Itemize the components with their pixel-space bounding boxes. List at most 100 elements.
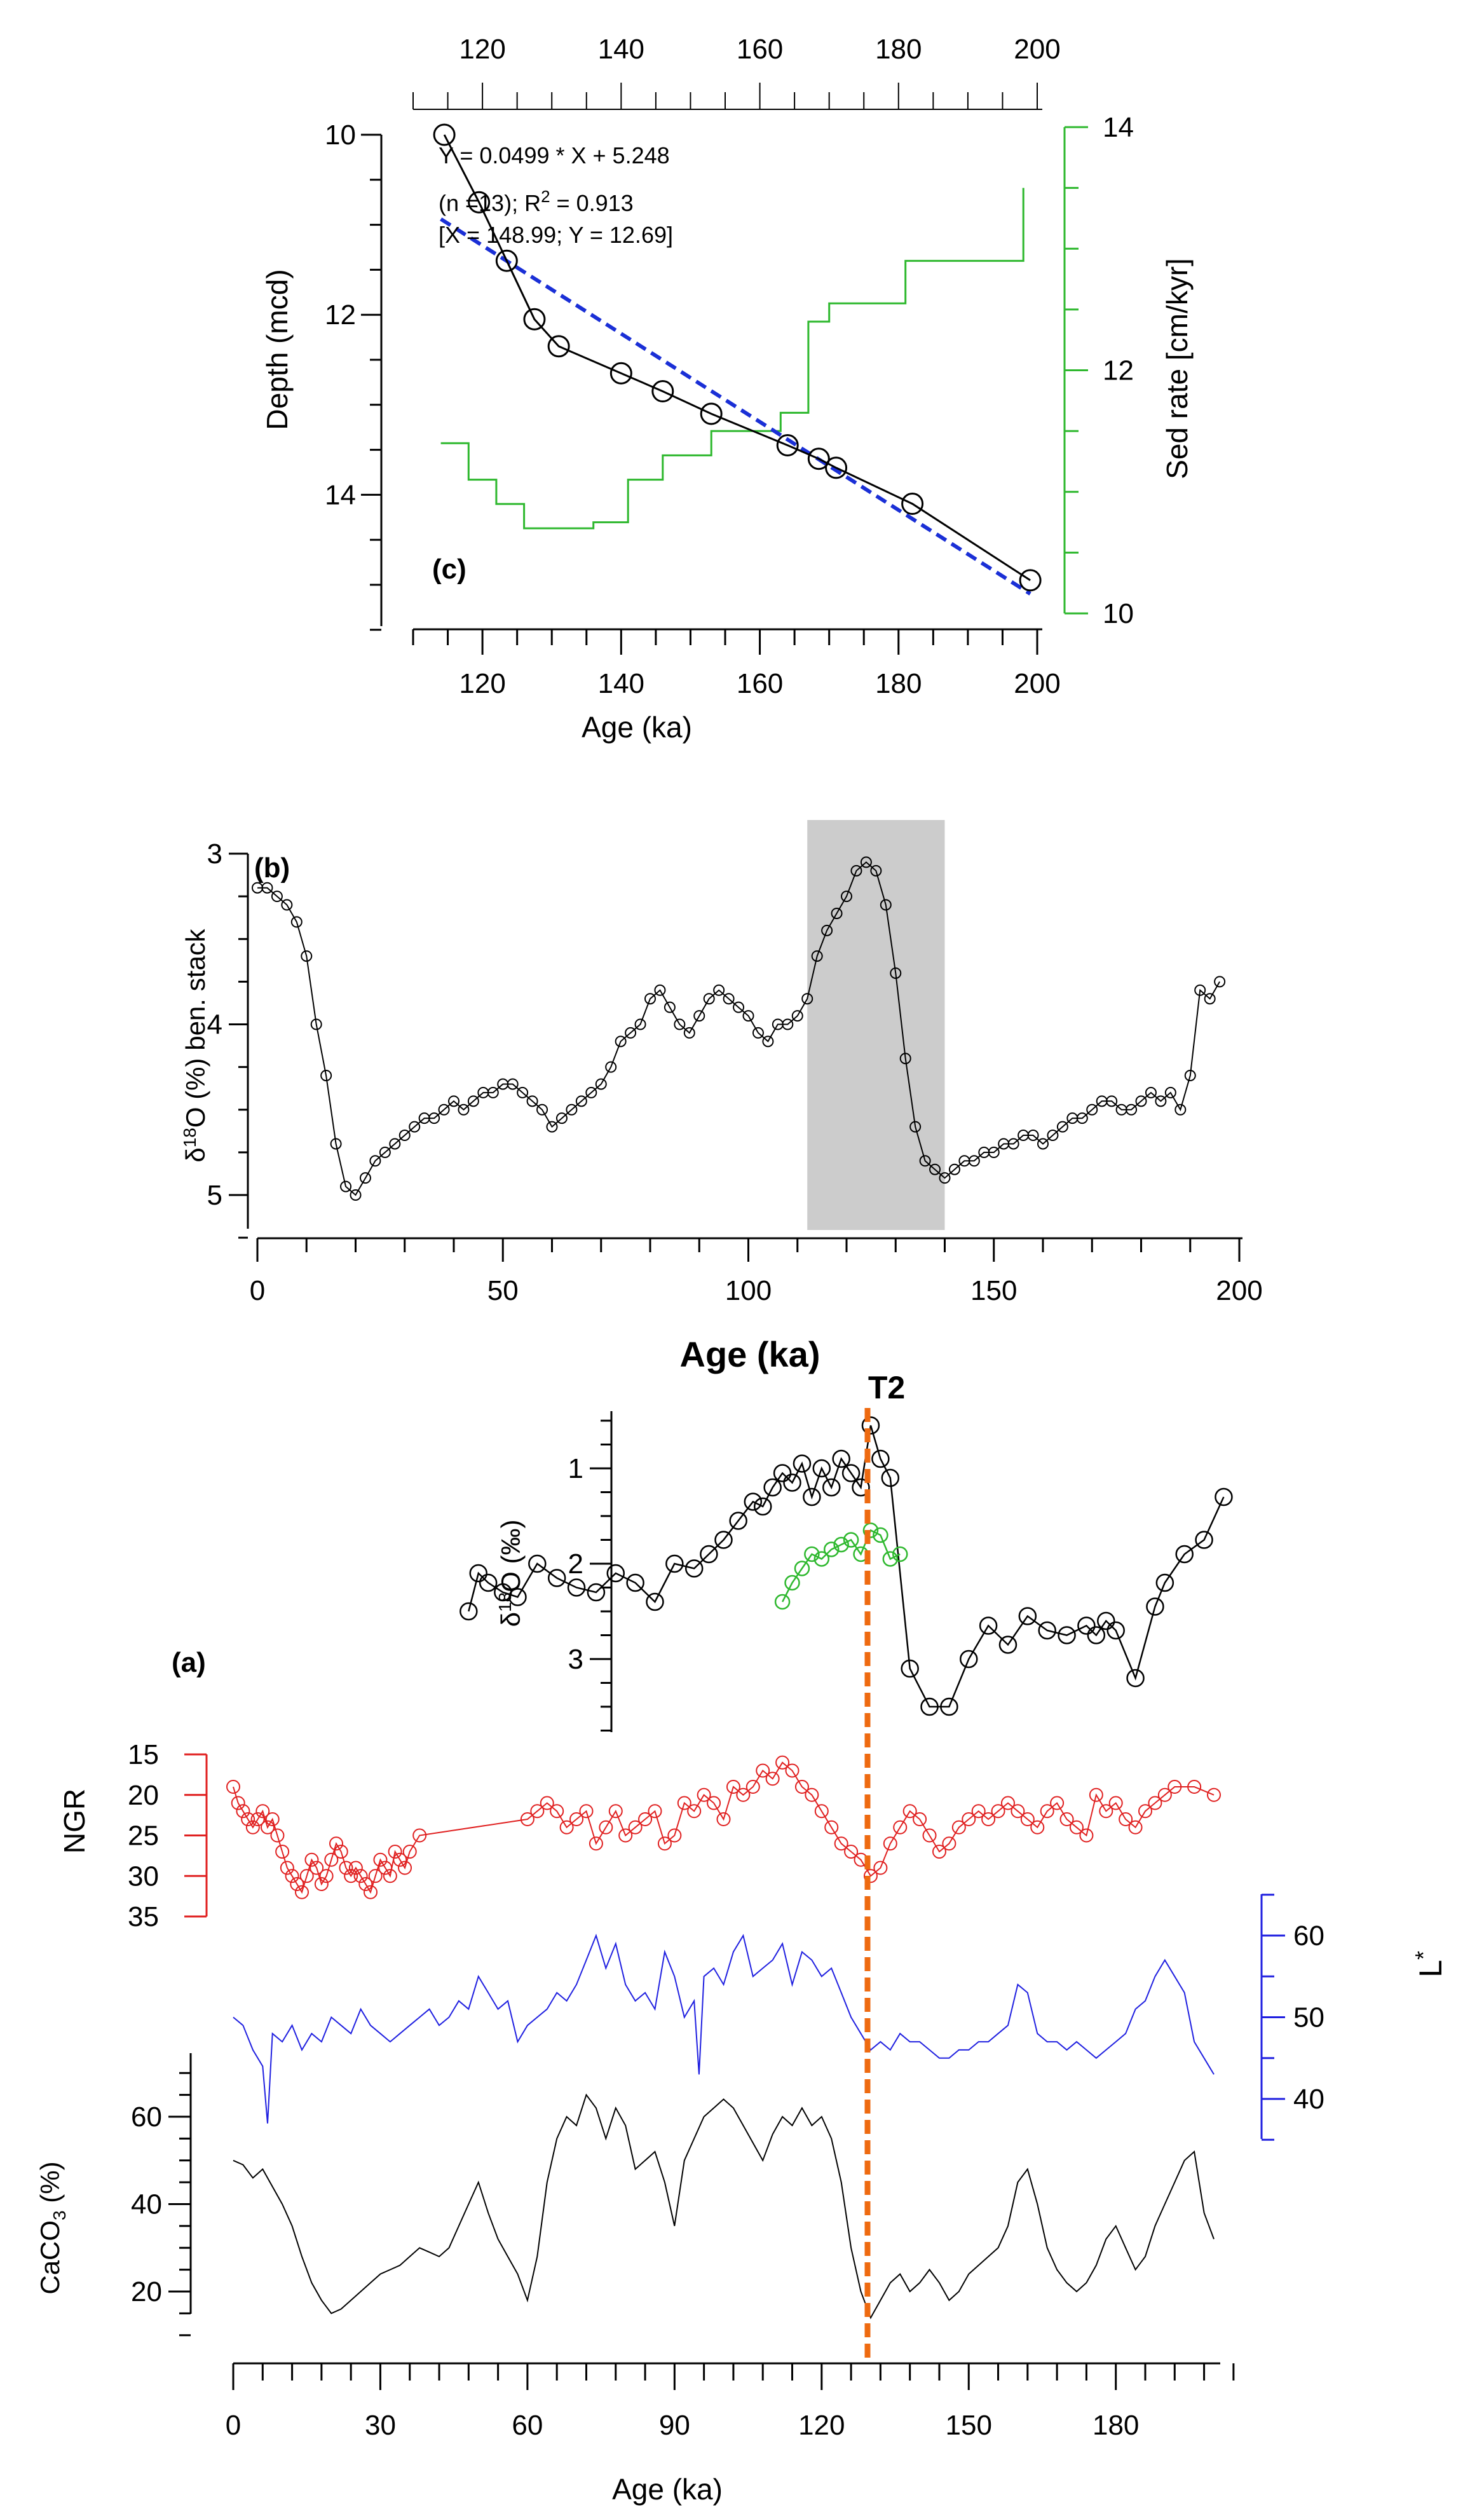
ngr-marker <box>745 1780 760 1794</box>
ngr-marker <box>991 1804 1005 1819</box>
ngr-line <box>233 1761 1215 1894</box>
ngr-marker <box>1020 1812 1035 1826</box>
ngr-marker <box>618 1828 633 1843</box>
panel-c: 10 12 14 120 140 160 180 200 120 140 160 180 200 10 12… <box>261 34 1194 744</box>
c-annotation-n: (n =13); R <box>439 190 541 216</box>
ngr-marker <box>270 1828 285 1843</box>
benthic-stack-marker <box>850 864 862 877</box>
c-top-tick-label: 180 <box>875 34 922 65</box>
a-ngr-tick-label: 25 <box>128 1821 159 1852</box>
benthic-stack-marker <box>536 1103 548 1116</box>
ngr-marker <box>834 1836 848 1851</box>
benthic-stack-marker <box>929 1163 941 1175</box>
d18o-green-marker <box>813 1551 830 1567</box>
c-x-axis-title: Age (ka) <box>582 711 692 744</box>
ngr-marker <box>290 1877 304 1891</box>
ngr-marker <box>261 1820 275 1834</box>
c-y2-axis-title: Sed rate [cm/kyr] <box>1161 258 1194 479</box>
benthic-stack-marker <box>880 899 892 911</box>
ngr-marker <box>383 1869 397 1883</box>
ngr-marker <box>726 1780 740 1794</box>
c-x-tick-label: 160 <box>737 668 783 699</box>
d18o-black-marker <box>881 1468 900 1487</box>
c-top-tick-label: 200 <box>1014 34 1060 65</box>
d18o-black-marker <box>1058 1626 1076 1644</box>
ngr-marker <box>716 1812 731 1826</box>
d18o-black-marker <box>861 1416 880 1435</box>
ngr-marker <box>250 1812 265 1826</box>
d18o-green-marker <box>823 1541 840 1557</box>
ngr-marker <box>358 1877 373 1891</box>
benthic-stack-marker <box>821 924 833 936</box>
c-x-tick-label: 140 <box>598 668 644 699</box>
d18o-black-marker <box>469 1564 487 1583</box>
ngr-marker <box>299 1869 314 1883</box>
ngr-marker <box>1187 1780 1202 1794</box>
c-y-tick-label: 14 <box>325 479 356 510</box>
benthic-stack-marker <box>409 1121 421 1133</box>
ngr-marker <box>873 1861 888 1875</box>
benthic-stack-marker <box>261 882 273 894</box>
d18o-black-marker <box>626 1573 644 1592</box>
tie-point-marker <box>495 249 518 272</box>
a-lstar-tick-label: 40 <box>1293 2084 1324 2115</box>
ngr-marker <box>1069 1820 1084 1834</box>
a-x-tick-label: 30 <box>365 2410 396 2441</box>
benthic-stack-marker <box>605 1061 617 1073</box>
d18o-black-marker <box>832 1449 850 1468</box>
c-y-tick-label: 12 <box>325 299 356 331</box>
d18o-black-marker <box>744 1493 763 1511</box>
tie-point-marker <box>523 308 546 331</box>
a-caco3-suffix: (%) <box>35 2161 65 2210</box>
c-top-tick-label: 160 <box>737 34 783 65</box>
d18o-black-marker <box>1175 1545 1194 1564</box>
benthic-stack-marker <box>1214 976 1226 988</box>
benthic-stack-marker <box>615 1035 627 1048</box>
benthic-stack-marker <box>467 1095 479 1107</box>
ngr-marker <box>1207 1787 1221 1802</box>
ngr-marker <box>638 1812 653 1826</box>
benthic-stack-marker <box>1106 1095 1118 1107</box>
ngr-marker <box>1138 1804 1152 1819</box>
ngr-marker <box>348 1861 363 1875</box>
ngr-marker <box>241 1812 255 1826</box>
ngr-marker <box>814 1804 829 1819</box>
ngr-marker <box>285 1869 299 1883</box>
a-ngr-tick-label: 35 <box>128 1901 159 1932</box>
benthic-stack-marker <box>782 1018 794 1030</box>
ngr-marker <box>765 1772 780 1786</box>
b-y-tick-label: 5 <box>207 1180 222 1211</box>
d18o-black-marker <box>763 1478 782 1497</box>
ngr-marker <box>373 1852 388 1867</box>
a-caco3-main: CaCO <box>35 2220 65 2295</box>
a-lstar-tick-label: 50 <box>1293 2002 1324 2033</box>
d18o-black-marker <box>528 1554 547 1573</box>
benthic-stack-marker <box>801 993 813 1005</box>
ngr-marker <box>863 1869 878 1883</box>
d18o-black-marker <box>773 1464 792 1482</box>
benthic-stack-line <box>257 861 1220 1196</box>
d18o-black-marker <box>479 1573 498 1592</box>
d18o-green-marker <box>843 1532 859 1548</box>
c-top-tick-label: 140 <box>598 34 644 65</box>
d18o-green-marker <box>804 1546 820 1562</box>
ngr-marker <box>922 1828 937 1843</box>
ngr-marker <box>805 1787 819 1802</box>
b-x-tick-label: 50 <box>487 1275 519 1306</box>
ngr-marker <box>329 1836 344 1851</box>
d18o-black-marker <box>920 1697 939 1716</box>
d18o-black-marker <box>998 1636 1018 1654</box>
ngr-marker <box>569 1812 584 1826</box>
ngr-marker <box>393 1852 407 1867</box>
ngr-marker <box>559 1820 574 1834</box>
benthic-stack-marker <box>1184 1070 1196 1082</box>
benthic-stack-marker <box>1056 1121 1068 1133</box>
benthic-stack-marker <box>968 1155 980 1167</box>
ngr-marker <box>1157 1787 1172 1802</box>
b-y-axis-title: δ18O (%) ben. stack <box>180 928 210 1162</box>
benthic-stack-marker <box>634 1018 646 1030</box>
ngr-marker <box>324 1852 339 1867</box>
